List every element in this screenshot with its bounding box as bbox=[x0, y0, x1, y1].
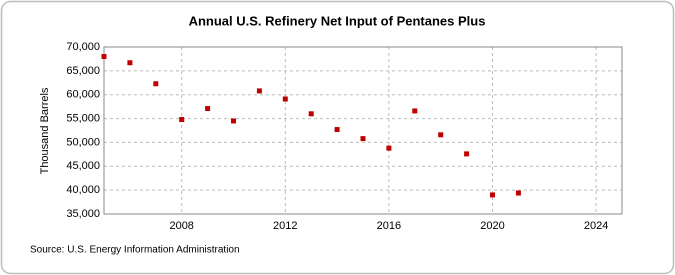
y-tick-label: 55,000 bbox=[66, 112, 100, 124]
y-tick-label: 45,000 bbox=[66, 160, 100, 172]
x-tick-label: 2020 bbox=[480, 220, 504, 232]
y-tick-label: 35,000 bbox=[66, 208, 100, 220]
data-point bbox=[334, 127, 340, 133]
data-point bbox=[282, 96, 288, 102]
x-tick-label: 2024 bbox=[584, 220, 608, 232]
chart-title: Annual U.S. Refinery Net Input of Pentan… bbox=[189, 13, 486, 28]
data-point bbox=[308, 111, 314, 117]
data-point bbox=[231, 118, 236, 124]
data-point bbox=[386, 145, 392, 151]
x-tick-label: 2008 bbox=[169, 220, 193, 232]
y-tick-label: 70,000 bbox=[66, 41, 100, 53]
data-point bbox=[490, 192, 495, 198]
y-tick-label: 40,000 bbox=[66, 184, 100, 196]
data-point bbox=[101, 54, 107, 60]
data-point bbox=[153, 81, 159, 87]
data-point bbox=[256, 88, 262, 94]
x-tick-label: 2016 bbox=[377, 220, 401, 232]
y-tick-label: 65,000 bbox=[66, 65, 100, 77]
plot-area bbox=[103, 46, 623, 215]
data-point bbox=[179, 117, 185, 123]
data-point bbox=[464, 151, 470, 157]
data-point bbox=[360, 136, 366, 142]
data-point bbox=[438, 132, 444, 138]
source-note: Source: U.S. Energy Information Administ… bbox=[30, 245, 240, 256]
y-tick-label: 60,000 bbox=[66, 89, 100, 101]
y-axis-label: Thousand Barrels bbox=[39, 87, 51, 174]
data-point bbox=[412, 108, 418, 114]
x-tick-label: 2012 bbox=[273, 220, 297, 232]
data-point bbox=[127, 60, 133, 66]
data-point bbox=[515, 190, 521, 196]
data-point bbox=[205, 106, 211, 112]
y-tick-label: 50,000 bbox=[66, 136, 100, 148]
